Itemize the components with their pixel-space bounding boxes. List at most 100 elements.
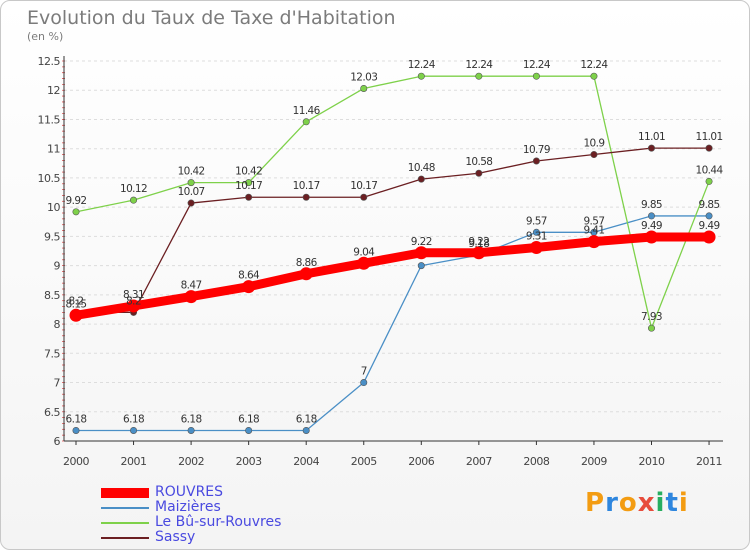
data-label-0: 8.15: [66, 298, 87, 310]
data-label-2: 10.44: [696, 164, 724, 176]
data-label-2: 10.42: [178, 166, 205, 178]
legend-label-maizieres: Maizières: [155, 499, 221, 515]
data-point-3: [360, 193, 368, 201]
x-tick-label: 2009: [581, 455, 607, 468]
y-tick-label: 11: [47, 143, 60, 156]
data-label-1: 6.18: [296, 413, 317, 425]
data-point-3: [475, 169, 483, 177]
data-point-1: [647, 212, 655, 220]
data-point-0: [299, 267, 313, 281]
legend-label-rouvres: ROUVRES: [155, 484, 224, 500]
data-label-0: 8.86: [296, 257, 318, 269]
x-tick-label: 2006: [408, 455, 434, 468]
y-tick-label: 11.5: [38, 113, 61, 126]
x-tick-label: 2002: [178, 455, 204, 468]
data-label-2: 12.24: [523, 59, 551, 71]
data-label-2: 12.24: [465, 59, 493, 71]
data-label-2: 10.12: [120, 183, 147, 195]
y-tick-label: 9: [54, 260, 61, 273]
y-tick-label: 9.5: [44, 230, 60, 243]
legend-item-le-bu-sur-rouvres: Le Bû-sur-Rouvres: [101, 515, 281, 530]
data-point-1: [360, 379, 368, 387]
series-line-0: [71, 232, 714, 320]
logo-letter: i: [655, 488, 666, 518]
logo-letter: P: [585, 488, 606, 518]
data-label-3: 11.01: [696, 131, 723, 143]
data-point-0: [69, 308, 83, 322]
data-point-1: [302, 426, 310, 434]
x-tick-label: 2005: [351, 455, 377, 468]
data-label-1: 9.18: [468, 238, 489, 250]
data-point-1: [187, 426, 195, 434]
data-label-2: 12.03: [350, 71, 377, 83]
data-point-2: [532, 72, 540, 80]
logo-letter: t: [665, 488, 679, 518]
data-point-2: [360, 84, 368, 92]
data-point-3: [245, 193, 253, 201]
legend-swatch-sassy: [101, 536, 149, 539]
data-point-0: [645, 230, 658, 244]
data-label-3: 8.2: [126, 295, 141, 307]
data-point-2: [590, 72, 598, 80]
data-point-3: [302, 193, 310, 201]
data-point-3: [647, 144, 655, 152]
data-label-2: 10.42: [235, 166, 262, 178]
data-label-3: 10.17: [293, 180, 320, 192]
data-label-3: 10.17: [350, 180, 377, 192]
data-label-0: 9.22: [468, 236, 489, 248]
x-tick-label: 2004: [293, 455, 319, 468]
series-line-2: [75, 75, 710, 329]
data-point-1: [72, 426, 80, 434]
data-label-1: 9.85: [641, 199, 662, 211]
x-tick-label: 2011: [696, 455, 722, 468]
legend-label-le-bu-sur-rouvres: Le Bû-sur-Rouvres: [155, 514, 282, 530]
data-label-3: 11.01: [638, 131, 665, 143]
data-label-2: 9.92: [66, 195, 87, 207]
legend-label-sassy: Sassy: [155, 529, 196, 545]
data-point-0: [472, 246, 486, 260]
data-label-0: 9.49: [641, 220, 662, 232]
proxiti-logo: Proxiti: [585, 488, 689, 518]
data-point-2: [417, 72, 425, 80]
legend-swatch-maizieres: [101, 506, 149, 509]
x-tick-label: 2001: [121, 455, 147, 468]
logo-letter: r: [605, 488, 619, 518]
y-tick-label: 6.5: [44, 406, 60, 419]
y-tick-label: 10: [47, 201, 60, 214]
data-label-3: 10.79: [523, 144, 550, 156]
logo-letter: x: [637, 488, 656, 518]
data-point-1: [705, 212, 713, 220]
data-label-0: 8.31: [123, 289, 144, 301]
legend-swatch-le-bu-sur-rouvres: [101, 521, 149, 524]
data-point-2: [475, 72, 483, 80]
data-point-0: [587, 235, 601, 249]
y-tick-label: 12: [47, 84, 60, 97]
data-label-0: 9.04: [353, 246, 375, 258]
data-point-3: [590, 151, 598, 159]
x-tick-label: 2010: [639, 455, 665, 468]
legend-item-rouvres: ROUVRES: [101, 485, 281, 500]
data-label-1: 6.18: [66, 413, 87, 425]
data-point-3: [705, 144, 713, 152]
y-tick-label: 7.5: [44, 347, 60, 360]
y-tick-label: 6: [54, 435, 61, 448]
data-point-2: [302, 118, 310, 126]
data-label-2: 11.46: [293, 105, 321, 117]
data-label-2: 12.24: [580, 59, 608, 71]
data-point-3: [187, 199, 195, 207]
data-point-0: [127, 299, 141, 313]
legend-swatch-rouvres: [101, 487, 149, 498]
y-tick-label: 8.5: [44, 289, 60, 302]
series-line-3: [75, 147, 710, 314]
data-point-2: [245, 179, 253, 187]
data-label-3: 8.2: [69, 295, 84, 307]
data-point-0: [242, 280, 256, 294]
data-label-3: 10.48: [408, 162, 435, 174]
x-tick-label: 2007: [466, 455, 492, 468]
data-label-0: 8.64: [238, 270, 260, 282]
data-label-3: 10.07: [178, 186, 205, 198]
chart-title: Evolution du Taux de Taxe d'Habitation: [27, 7, 396, 29]
x-tick-label: 2000: [63, 455, 89, 468]
